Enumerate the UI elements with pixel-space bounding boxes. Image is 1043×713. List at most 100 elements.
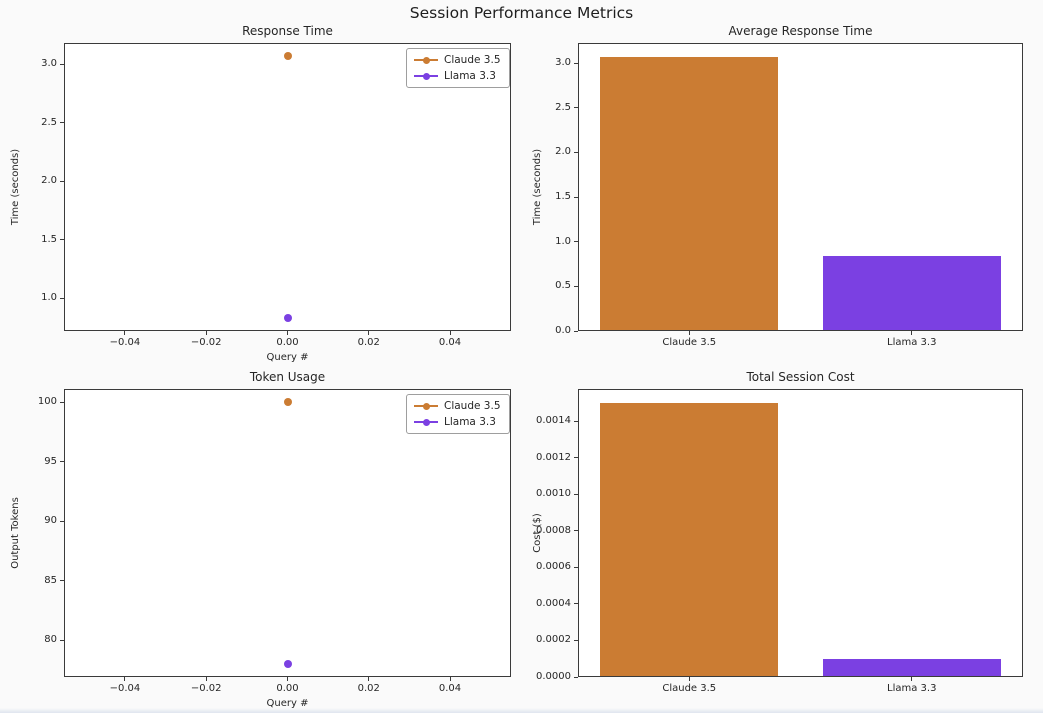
y-tick-mark: [60, 461, 64, 463]
y-tick-label: 0.0006: [536, 561, 571, 573]
y-tick-label: 0.0002: [536, 634, 571, 646]
plot-title: Total Session Cost: [746, 370, 855, 384]
x-tick-mark: [124, 677, 126, 681]
window-bottom-edge: [0, 708, 1043, 713]
y-tick-label: 0.0004: [536, 597, 571, 609]
legend-entry: Claude 3.5: [414, 400, 501, 412]
y-tick-label: 2.0: [41, 175, 57, 187]
legend-entry: Llama 3.3: [414, 70, 501, 82]
y-tick-mark: [574, 639, 578, 641]
x-tick-mark: [205, 331, 207, 335]
legend-line-marker-icon: [414, 56, 438, 65]
x-tick-label: Claude 3.5: [662, 337, 717, 348]
y-tick-label: 3.0: [41, 58, 57, 70]
bar-claude-3-5: [600, 56, 779, 330]
y-tick-label: 0.0010: [536, 488, 571, 500]
y-tick-label: 0.0012: [536, 451, 571, 463]
x-tick-mark: [449, 331, 451, 335]
x-tick-mark: [368, 331, 370, 335]
y-tick-mark: [574, 420, 578, 422]
x-tick-label: Llama 3.3: [887, 337, 937, 348]
y-tick-mark: [60, 180, 64, 182]
y-tick-label: 0.0000: [536, 671, 571, 682]
legend-dot: [422, 56, 430, 64]
legend-line-marker-icon: [414, 72, 438, 81]
y-tick-mark: [60, 63, 64, 65]
y-tick-mark: [574, 285, 578, 287]
plot-title: Response Time: [242, 24, 333, 38]
y-tick-label: 3.0: [555, 57, 571, 68]
x-tick-label: −0.02: [190, 337, 222, 348]
legend-label: Claude 3.5: [444, 400, 501, 412]
data-point-marker: [283, 313, 292, 322]
y-tick-label: 1.0: [41, 292, 57, 304]
legend-dot: [422, 402, 430, 410]
bar-llama-3-3: [822, 255, 1001, 330]
x-tick-mark: [449, 677, 451, 681]
y-tick-mark: [574, 566, 578, 568]
y-tick-label: 95: [44, 455, 57, 467]
y-tick-label: 0.5: [555, 280, 571, 292]
x-tick-label: −0.04: [109, 683, 141, 694]
y-tick-label: 0.0008: [536, 524, 571, 536]
x-tick-mark: [124, 331, 126, 335]
x-tick-mark: [911, 677, 913, 681]
legend: Claude 3.5 Llama 3.3: [406, 394, 510, 434]
x-tick-label: 0.00: [276, 683, 299, 694]
x-tick-mark: [688, 331, 690, 335]
y-tick-label: 2.5: [41, 116, 57, 128]
plot-title: Token Usage: [249, 370, 326, 384]
legend-line-marker-icon: [414, 402, 438, 411]
y-tick-mark: [574, 62, 578, 64]
x-tick-label: 0.00: [276, 337, 299, 348]
x-tick-label: 0.02: [357, 337, 380, 348]
y-tick-label: 1.5: [41, 233, 57, 245]
legend: Claude 3.5 Llama 3.3: [406, 48, 510, 88]
y-tick-mark: [574, 603, 578, 605]
y-tick-label: 1.5: [555, 191, 571, 202]
x-axis-label: Query #: [266, 352, 309, 363]
legend-dot: [422, 72, 430, 80]
y-tick-mark: [60, 580, 64, 582]
legend-line-marker-icon: [414, 418, 438, 427]
bar-llama-3-3: [822, 658, 1001, 676]
x-tick-mark: [287, 331, 288, 335]
legend-entry: Claude 3.5: [414, 54, 501, 66]
data-point-marker: [283, 398, 292, 407]
x-tick-label: −0.02: [190, 683, 222, 694]
bar-claude-3-5: [600, 402, 779, 676]
x-tick-label: 0.04: [438, 683, 462, 694]
plot-title: Average Response Time: [728, 24, 873, 38]
y-tick-mark: [574, 196, 578, 198]
x-tick-label: 0.04: [438, 337, 462, 348]
legend-dot: [422, 418, 430, 426]
y-tick-mark: [574, 241, 578, 243]
data-point-marker: [283, 52, 292, 61]
y-tick-mark: [60, 122, 64, 124]
y-tick-label: 0.0: [555, 325, 571, 336]
y-axis-label: Time (seconds): [532, 148, 543, 226]
y-tick-mark: [60, 297, 64, 299]
y-tick-label: 2.5: [555, 101, 571, 113]
axes-panel-3: [64, 389, 511, 677]
y-tick-mark: [574, 676, 578, 678]
y-tick-mark: [60, 520, 64, 522]
x-tick-label: Claude 3.5: [662, 683, 717, 694]
x-tick-mark: [287, 677, 288, 681]
y-tick-label: 100: [37, 396, 57, 408]
y-tick-mark: [574, 457, 578, 459]
x-tick-mark: [205, 677, 207, 681]
x-tick-mark: [911, 331, 913, 335]
figure-title: Session Performance Metrics: [409, 4, 634, 22]
x-axis-label: Query #: [266, 698, 309, 709]
data-point-marker: [283, 659, 292, 668]
y-tick-label: 90: [44, 515, 57, 527]
y-tick-label: 1.0: [555, 235, 571, 247]
legend-label: Llama 3.3: [444, 416, 496, 428]
y-tick-mark: [574, 530, 578, 532]
y-tick-mark: [60, 639, 64, 641]
legend-entry: Llama 3.3: [414, 416, 501, 428]
axes-panel-1: [64, 43, 511, 331]
y-tick-mark: [60, 239, 64, 241]
